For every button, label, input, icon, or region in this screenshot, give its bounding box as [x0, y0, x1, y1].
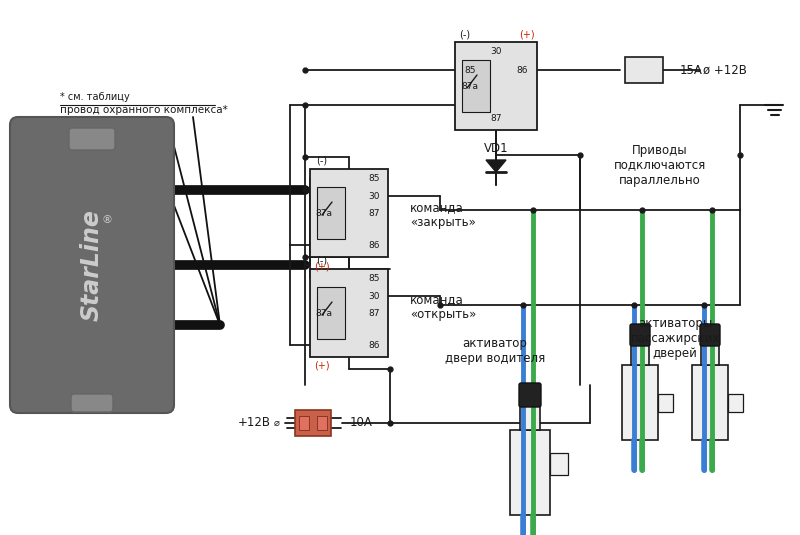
- Text: +12В: +12В: [238, 417, 271, 430]
- FancyBboxPatch shape: [69, 128, 115, 150]
- Text: 87a: 87a: [315, 309, 333, 317]
- FancyBboxPatch shape: [625, 57, 663, 83]
- FancyBboxPatch shape: [520, 402, 540, 430]
- Text: (+): (+): [314, 361, 330, 371]
- FancyBboxPatch shape: [519, 383, 541, 407]
- Text: 87: 87: [490, 113, 502, 123]
- Text: Приводы
подключаются
параллельно: Приводы подключаются параллельно: [614, 143, 706, 187]
- FancyBboxPatch shape: [317, 187, 345, 239]
- FancyBboxPatch shape: [455, 42, 537, 130]
- Text: команда
«открыть»: команда «открыть»: [410, 293, 476, 321]
- Text: (-): (-): [459, 29, 470, 39]
- FancyBboxPatch shape: [550, 453, 568, 475]
- FancyBboxPatch shape: [295, 410, 331, 436]
- FancyBboxPatch shape: [317, 287, 345, 339]
- FancyBboxPatch shape: [317, 416, 327, 430]
- Text: ®: ®: [102, 215, 113, 225]
- Text: 30: 30: [368, 292, 380, 301]
- FancyBboxPatch shape: [728, 394, 743, 412]
- Text: VD1: VD1: [484, 141, 508, 155]
- Text: активатор
двери водителя: активатор двери водителя: [445, 337, 545, 365]
- Text: 10A: 10A: [350, 417, 373, 430]
- Text: 87: 87: [368, 209, 380, 218]
- FancyBboxPatch shape: [622, 365, 658, 440]
- FancyBboxPatch shape: [462, 60, 490, 112]
- FancyBboxPatch shape: [510, 430, 550, 515]
- Text: (-): (-): [317, 155, 327, 165]
- Text: активаторы
пассажирских
дверей: активаторы пассажирских дверей: [630, 317, 720, 360]
- Text: (-): (-): [317, 255, 327, 265]
- Text: провод охранного комплекса*: провод охранного комплекса*: [60, 105, 228, 115]
- Polygon shape: [486, 160, 506, 172]
- Text: * см. таблицу: * см. таблицу: [60, 92, 130, 102]
- Text: StarLine: StarLine: [80, 209, 104, 321]
- Text: 85: 85: [464, 65, 476, 74]
- Text: 85: 85: [368, 273, 380, 282]
- FancyBboxPatch shape: [658, 394, 673, 412]
- Text: 30: 30: [368, 192, 380, 201]
- FancyBboxPatch shape: [310, 269, 388, 357]
- Text: ø +12В: ø +12В: [703, 64, 747, 77]
- Text: 86: 86: [368, 340, 380, 349]
- FancyBboxPatch shape: [701, 341, 719, 365]
- FancyBboxPatch shape: [299, 416, 309, 430]
- FancyBboxPatch shape: [631, 341, 649, 365]
- Text: 87a: 87a: [315, 209, 333, 218]
- FancyBboxPatch shape: [10, 117, 174, 413]
- Text: 87: 87: [368, 309, 380, 317]
- Text: ⌀: ⌀: [274, 418, 280, 428]
- Text: (+): (+): [519, 29, 535, 39]
- FancyBboxPatch shape: [692, 365, 728, 440]
- Text: 85: 85: [368, 173, 380, 182]
- FancyBboxPatch shape: [630, 324, 650, 346]
- FancyBboxPatch shape: [700, 324, 720, 346]
- Text: 15A: 15A: [680, 64, 703, 77]
- FancyBboxPatch shape: [71, 394, 113, 412]
- FancyBboxPatch shape: [310, 169, 388, 257]
- Text: команда
«закрыть»: команда «закрыть»: [410, 201, 476, 229]
- Text: (+): (+): [314, 261, 330, 271]
- Text: 86: 86: [368, 241, 380, 249]
- Text: 30: 30: [490, 47, 502, 56]
- Text: 86: 86: [516, 65, 528, 74]
- Text: 87a: 87a: [462, 81, 478, 90]
